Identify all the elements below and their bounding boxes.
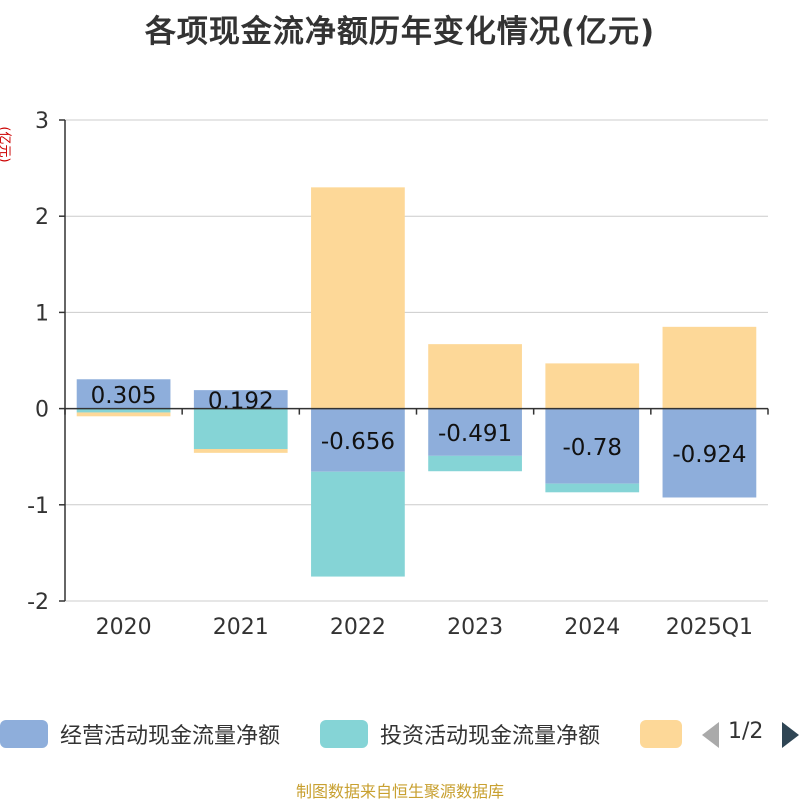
- legend-swatch-investing: [320, 720, 368, 748]
- x-tick-label: 2025Q1: [666, 615, 753, 640]
- bar-0-2022: [311, 408, 405, 472]
- bar-1-2024: [545, 483, 640, 493]
- legend-page-indicator: 1/2: [728, 719, 764, 744]
- data-source-note: 制图数据来自恒生聚源数据库: [295, 782, 504, 801]
- y-tick-label: 1: [35, 301, 49, 326]
- bar-1-2021: [193, 408, 288, 450]
- legend-swatch-financing: [640, 720, 682, 748]
- legend-swatch-operating: [0, 720, 48, 748]
- x-tick-label: 2024: [564, 615, 620, 640]
- legend-item-investing[interactable]: 投资活动现金流量净额: [320, 716, 600, 752]
- x-tick-label: 2021: [213, 615, 269, 640]
- bar-1-2020: [76, 408, 171, 413]
- bar-0-2020: [76, 379, 171, 409]
- legend-label-operating: 经营活动现金流量净额: [60, 724, 281, 749]
- bar-1-2023: [428, 455, 522, 472]
- legend-item-operating[interactable]: 经营活动现金流量净额: [0, 716, 280, 752]
- bar-2-2022: [311, 187, 405, 409]
- data-label: 0.305: [91, 383, 157, 409]
- data-label: 0.192: [208, 388, 274, 414]
- legend-prev-page-icon[interactable]: [702, 722, 719, 748]
- bar-2-2023: [428, 344, 522, 409]
- data-label: -0.78: [562, 435, 622, 461]
- y-tick-label: 0: [35, 398, 49, 423]
- bar-0-2024: [545, 408, 640, 484]
- bar-2-2020: [76, 412, 171, 417]
- bar-0-2025Q1: [662, 408, 757, 498]
- chart-title: 各项现金流净额历年变化情况(亿元): [144, 14, 656, 50]
- x-tick-label: 2023: [447, 615, 503, 640]
- legend-next-page-icon[interactable]: [782, 722, 799, 748]
- y-tick-label: 2: [35, 205, 49, 230]
- y-tick-label: -1: [27, 494, 49, 519]
- legend-item-financing[interactable]: [640, 716, 682, 752]
- chart-area: -2 -1 0 1 2 3 2020 2021 2022 2023 2024 2025Q1 0.305 0…: [27, 109, 769, 640]
- x-tick-label: 2020: [96, 615, 152, 640]
- x-tick-label: 2022: [330, 615, 386, 640]
- bar-2-2024: [545, 363, 640, 409]
- bar-2-2021: [193, 449, 288, 453]
- bar-0-2021: [193, 390, 288, 409]
- legend-label-investing: 投资活动现金流量净额: [380, 724, 601, 749]
- data-label: -0.491: [438, 421, 512, 447]
- y-tick-label: -2: [27, 590, 49, 615]
- bar-2-2025Q1: [662, 326, 757, 409]
- data-label: -0.924: [672, 442, 746, 468]
- bar-1-2022: [311, 471, 405, 577]
- bar-0-2023: [428, 408, 522, 456]
- y-tick-label: 3: [35, 109, 49, 134]
- data-label: -0.656: [321, 429, 395, 455]
